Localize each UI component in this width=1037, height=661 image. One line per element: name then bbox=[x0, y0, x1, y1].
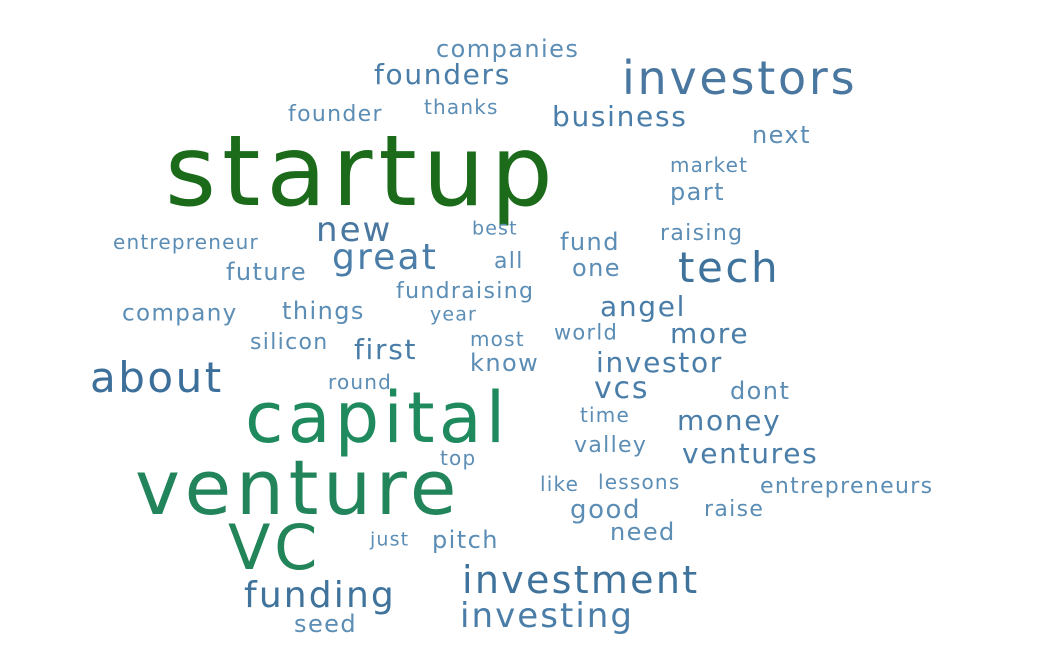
word-investors: investors bbox=[622, 51, 858, 105]
word-pitch: pitch bbox=[432, 526, 499, 554]
word-fundraising: fundraising bbox=[396, 279, 535, 304]
word-best: best bbox=[472, 217, 518, 240]
word-first: first bbox=[354, 333, 418, 366]
word-more: more bbox=[670, 317, 750, 350]
word-founder: founder bbox=[288, 102, 383, 127]
word-vc: VC bbox=[228, 511, 322, 584]
word-one: one bbox=[572, 254, 621, 282]
word-raise: raise bbox=[704, 497, 765, 522]
word-like: like bbox=[540, 472, 580, 496]
word-great: great bbox=[332, 237, 438, 278]
word-year: year bbox=[430, 303, 477, 326]
word-all: all bbox=[494, 249, 524, 274]
word-world: world bbox=[554, 320, 619, 345]
word-just: just bbox=[370, 528, 410, 551]
word-vcs: vcs bbox=[594, 371, 650, 406]
word-market: market bbox=[670, 153, 749, 177]
word-know: know bbox=[470, 349, 540, 377]
word-investor: investor bbox=[596, 346, 723, 379]
word-thanks: thanks bbox=[424, 95, 499, 119]
word-angel: angel bbox=[600, 290, 687, 323]
word-valley: valley bbox=[574, 433, 648, 458]
word-entrepreneurs: entrepreneurs bbox=[760, 474, 934, 499]
word-capital: capital bbox=[245, 377, 510, 459]
word-funding: funding bbox=[244, 575, 396, 616]
word-investing: investing bbox=[460, 596, 635, 636]
word-future: future bbox=[226, 258, 308, 286]
word-fund: fund bbox=[560, 228, 620, 256]
word-venture: venture bbox=[135, 443, 462, 532]
word-things: things bbox=[282, 297, 365, 325]
word-investment: investment bbox=[462, 558, 700, 602]
word-money: money bbox=[677, 404, 782, 437]
word-dont: dont bbox=[730, 377, 791, 405]
word-ventures: ventures bbox=[682, 437, 819, 470]
word-founders: founders bbox=[374, 58, 512, 91]
word-next: next bbox=[752, 121, 811, 149]
word-about: about bbox=[90, 353, 224, 402]
word-silicon: silicon bbox=[250, 330, 329, 355]
word-company: company bbox=[122, 300, 238, 327]
word-seed: seed bbox=[294, 610, 358, 638]
word-most: most bbox=[470, 327, 525, 351]
word-raising: raising bbox=[660, 221, 744, 246]
word-good: good bbox=[570, 495, 642, 525]
word-round: round bbox=[328, 370, 393, 394]
word-entrepreneur: entrepreneur bbox=[113, 230, 259, 254]
word-top: top bbox=[440, 446, 477, 470]
word-business: business bbox=[552, 100, 688, 133]
word-lessons: lessons bbox=[598, 470, 681, 494]
word-time: time bbox=[580, 403, 630, 427]
word-companies: companies bbox=[436, 35, 580, 63]
word-need: need bbox=[610, 518, 676, 546]
word-startup: startup bbox=[165, 115, 559, 229]
word-tech: tech bbox=[678, 243, 781, 292]
word-part: part bbox=[670, 178, 725, 206]
word-new: new bbox=[316, 210, 393, 250]
